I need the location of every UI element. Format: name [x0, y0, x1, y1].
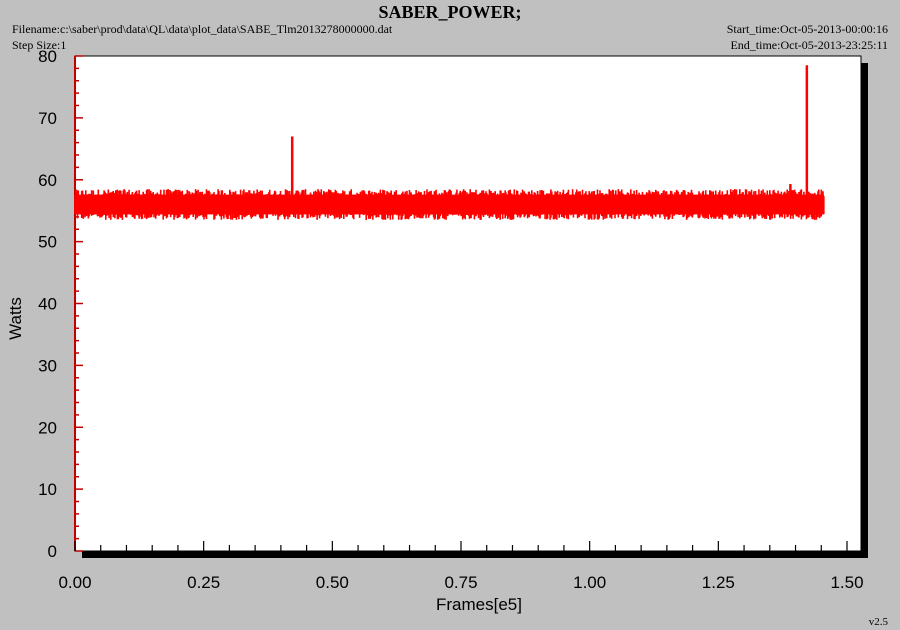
y-tick-label: 50	[38, 233, 57, 252]
x-tick-label: 0.75	[444, 573, 477, 592]
y-tick-label: 20	[38, 418, 57, 437]
x-tick-label: 0.00	[58, 573, 91, 592]
series-core	[75, 194, 824, 215]
x-tick-label: 1.25	[702, 573, 735, 592]
start-time-label: Start_time:Oct-05-2013-00:00:16	[726, 22, 888, 36]
x-tick-label: 1.50	[830, 573, 863, 592]
y-axis-title: Watts	[6, 297, 25, 340]
end-time-label: End_time:Oct-05-2013-23:25:11	[730, 38, 888, 52]
y-tick-label: 10	[38, 480, 57, 499]
x-tick-label: 0.50	[316, 573, 349, 592]
y-tick-label: 0	[48, 542, 57, 561]
version-label: v2.5	[868, 616, 888, 628]
plot-area	[74, 55, 862, 552]
x-tick-label: 1.00	[573, 573, 606, 592]
x-tick-label: 0.25	[187, 573, 220, 592]
x-axis-title: Frames[e5]	[436, 595, 522, 614]
filename-label: Filename:c:\saber\prod\data\QL\data\plot…	[12, 22, 393, 36]
chart-title: SABER_POWER;	[378, 2, 522, 22]
y-tick-label: 30	[38, 356, 57, 375]
y-tick-label: 60	[38, 171, 57, 190]
y-tick-label: 80	[38, 47, 57, 66]
y-tick-label: 70	[38, 109, 57, 128]
step-size-label: Step Size:1	[12, 38, 67, 52]
y-tick-label: 40	[38, 295, 57, 314]
